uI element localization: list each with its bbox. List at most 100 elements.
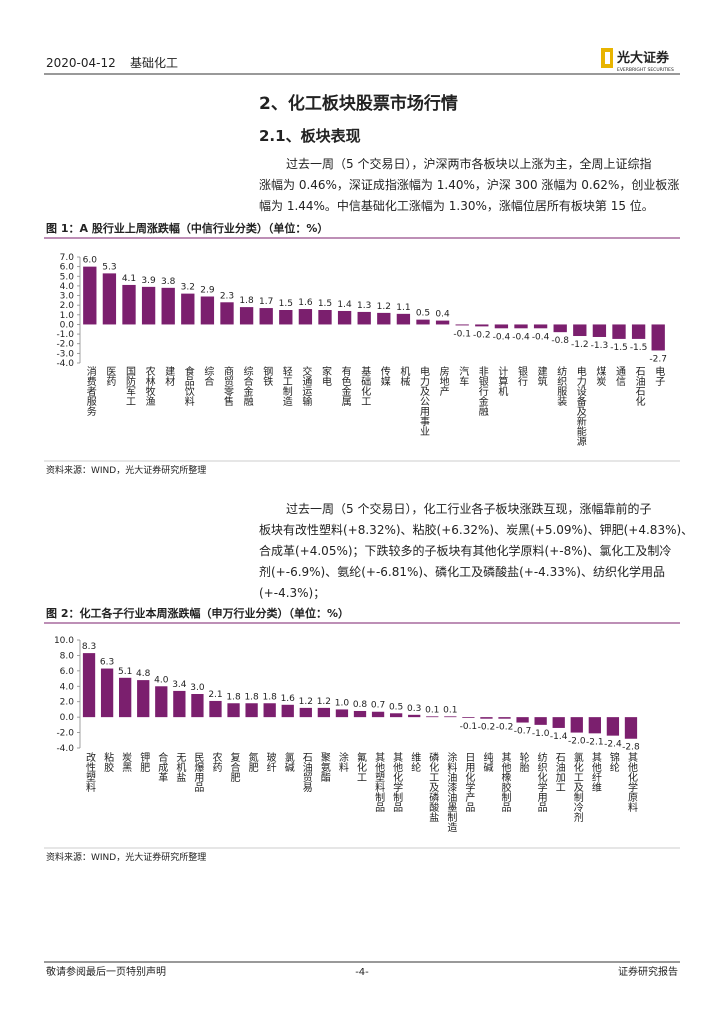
value-label: -0.1 <box>453 329 471 339</box>
logo-icon-inner <box>605 52 610 64</box>
figure-source: 资料来源：WIND，光大证券研究所整理 <box>46 464 206 476</box>
x-tick-label: 氟化工 <box>355 751 367 782</box>
x-tick-label: 计算机 <box>496 365 508 397</box>
bar <box>480 717 493 719</box>
bar <box>191 694 204 718</box>
paragraph-line: 涨幅为 0.46%，深证成指涨幅为 1.40%，沪深 300 涨幅为 0.62%… <box>259 177 679 192</box>
bar <box>371 711 385 718</box>
header-sector: 基础化工 <box>130 56 178 70</box>
bar <box>83 266 97 325</box>
value-label: 0.7 <box>371 701 385 711</box>
section-title: 2、化工板块股票市场行情 <box>259 93 458 114</box>
value-label: -1.0 <box>532 729 550 739</box>
x-tick-label: 涂料油漆油墨制造 <box>445 751 457 832</box>
value-label: 4.8 <box>136 669 151 679</box>
value-label: 1.6 <box>281 694 296 704</box>
value-label: -2.0 <box>568 737 586 747</box>
footer-left: 敬请参阅最后一页特别声明 <box>46 965 166 978</box>
charts: 图 1：A 股行业上周涨跌幅（中信行业分类）（单位：%） 资料来源：WIND，光大… <box>44 221 680 863</box>
bar <box>119 677 132 718</box>
bar <box>570 717 583 733</box>
value-label: 4.1 <box>122 274 136 284</box>
y-tick-label: 0.0 <box>60 713 75 723</box>
bar <box>606 717 620 736</box>
value-label: 3.9 <box>141 276 156 286</box>
x-tick-label: 其他化学制品 <box>391 752 403 813</box>
bar <box>141 286 156 325</box>
bar <box>227 703 240 718</box>
value-label: -0.8 <box>551 336 569 346</box>
x-tick-label: 维纶 <box>409 751 421 772</box>
x-tick-label: 其他纤维 <box>589 752 601 792</box>
bar <box>263 703 276 718</box>
bar <box>155 686 168 718</box>
y-tick-label: 6.0 <box>60 667 75 677</box>
x-tick-label: 煤炭 <box>594 365 606 387</box>
x-tick-label: 电力设备及新能源 <box>574 365 586 447</box>
x-tick-label: 传媒 <box>378 366 390 387</box>
bar <box>137 680 150 718</box>
y-tick-label: 7.0 <box>60 253 75 263</box>
bar <box>245 703 258 718</box>
value-label: 1.8 <box>239 296 254 306</box>
bar <box>498 717 511 719</box>
bar <box>552 717 565 728</box>
x-tick-label: 氯碱 <box>282 751 294 773</box>
y-tick-label: 0.0 <box>60 320 75 330</box>
value-label: 1.0 <box>335 698 350 708</box>
bar <box>239 307 254 325</box>
bar <box>416 319 430 325</box>
x-tick-label: 食品饮料 <box>182 365 194 407</box>
x-tick-label: 钾肥 <box>138 751 150 773</box>
value-label: 1.2 <box>299 697 313 707</box>
x-tick-label: 轮胎 <box>517 751 529 773</box>
x-tick-label: 其他塑料制品 <box>373 752 385 813</box>
value-label: -0.4 <box>493 332 511 342</box>
value-label: 2.9 <box>200 286 215 296</box>
value-label: 0.3 <box>407 704 421 714</box>
bar <box>435 320 450 325</box>
x-tick-label: 农药 <box>210 751 222 773</box>
x-tick-label: 其他化学原料 <box>625 752 637 813</box>
value-label: -0.4 <box>512 332 530 342</box>
bar <box>651 324 665 351</box>
bar <box>389 713 403 718</box>
paragraph-line: 剂(+-6.9%)、氨纶(+-6.81%)、磷化工及磷酸盐(+-4.33%)、纺… <box>259 564 665 579</box>
x-tick-label: 纺织化学用品 <box>535 751 547 813</box>
bar <box>209 700 222 718</box>
bar <box>200 296 215 325</box>
x-tick-label: 合成革 <box>156 751 168 782</box>
value-label: 3.2 <box>181 283 195 293</box>
bar <box>337 310 352 325</box>
x-tick-label: 氯化工及制冷剂 <box>571 751 583 823</box>
value-label: 0.1 <box>425 705 439 715</box>
value-label: -1.3 <box>591 341 609 351</box>
bar <box>444 716 457 718</box>
x-tick-label: 通信 <box>614 366 626 387</box>
y-tick-label: 1.0 <box>60 311 75 321</box>
value-label: 1.2 <box>377 302 391 312</box>
y-tick-label: -4.0 <box>56 744 74 754</box>
value-label: -0.2 <box>473 330 491 340</box>
bar <box>408 714 421 718</box>
figure-caption: 图 1：A 股行业上周涨跌幅（中信行业分类）（单位：%） <box>46 221 328 235</box>
x-tick-label: 电子 <box>653 365 665 386</box>
x-tick-label: 锦纶 <box>607 751 619 772</box>
value-label: -2.1 <box>586 737 604 747</box>
bar <box>220 302 234 325</box>
bar <box>514 324 528 329</box>
value-label: -1.2 <box>571 340 589 350</box>
y-tick-label: 4.0 <box>60 682 75 692</box>
figure-source: 资料来源：WIND，光大证券研究所整理 <box>46 851 206 863</box>
x-tick-label: 家电 <box>320 365 332 386</box>
value-label: 0.1 <box>443 705 457 715</box>
x-tick-label: 商贸零售 <box>222 365 234 407</box>
bar <box>624 717 638 739</box>
header-date: 2020-04-12 <box>46 56 116 70</box>
y-tick-label: 6.0 <box>60 263 75 273</box>
value-label: 5.1 <box>118 667 132 677</box>
x-tick-label: 石油石化 <box>633 366 645 406</box>
value-label: -0.1 <box>460 722 478 732</box>
